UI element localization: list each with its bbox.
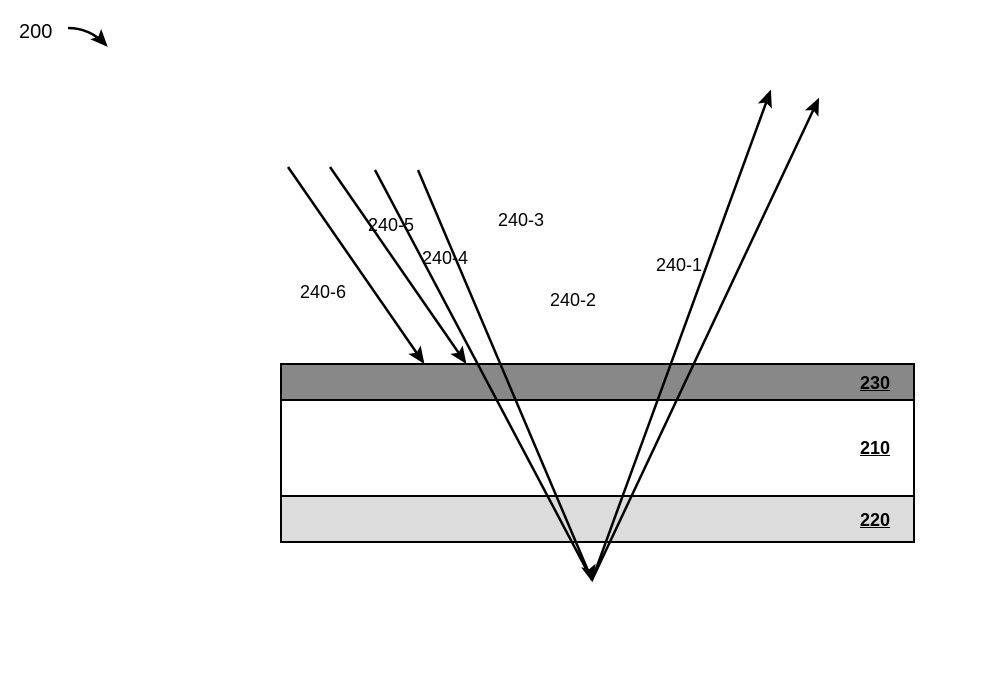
- layer-bottom-220: [280, 497, 915, 543]
- ray-label-240-6: 240-6: [300, 282, 346, 303]
- layer-label-210: 210: [860, 438, 890, 459]
- optics-layer-diagram: 200 230 210 220 240-6 240-5 240-4 240-3 …: [0, 0, 1000, 674]
- ray-label-240-5: 240-5: [368, 215, 414, 236]
- layer-label-220: 220: [860, 510, 890, 531]
- layer-middle-210: [280, 401, 915, 497]
- ray-incident-240-6: [288, 167, 423, 362]
- figure-number-label: 200: [19, 21, 52, 44]
- ray-label-240-3: 240-3: [498, 210, 544, 231]
- ray-label-240-4: 240-4: [422, 248, 468, 269]
- rays-svg: [0, 0, 1000, 674]
- ray-label-240-2: 240-2: [550, 290, 596, 311]
- layer-top-230: [280, 363, 915, 401]
- layer-label-230: 230: [860, 373, 890, 394]
- ray-convergence-arrow-icon: [591, 576, 592, 580]
- figure-hook-arrow-icon: [68, 28, 106, 45]
- ray-label-240-1: 240-1: [656, 255, 702, 276]
